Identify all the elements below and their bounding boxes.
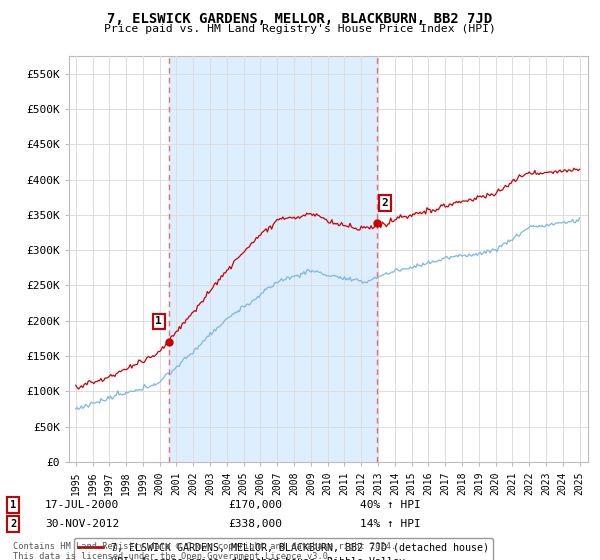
Text: 2: 2 [10, 519, 16, 529]
Text: 1: 1 [155, 316, 162, 326]
Text: Price paid vs. HM Land Registry's House Price Index (HPI): Price paid vs. HM Land Registry's House … [104, 24, 496, 34]
Legend: 7, ELSWICK GARDENS, MELLOR, BLACKBURN, BB2 7JD (detached house), HPI: Average pr: 7, ELSWICK GARDENS, MELLOR, BLACKBURN, B… [74, 538, 493, 560]
Text: 2: 2 [382, 198, 388, 208]
Text: 40% ↑ HPI: 40% ↑ HPI [360, 500, 421, 510]
Bar [169, 56, 377, 462]
Text: 1: 1 [10, 500, 16, 510]
Text: £338,000: £338,000 [228, 519, 282, 529]
Text: £170,000: £170,000 [228, 500, 282, 510]
Text: Contains HM Land Registry data © Crown copyright and database right 2024.
This d: Contains HM Land Registry data © Crown c… [13, 542, 397, 560]
Text: 7, ELSWICK GARDENS, MELLOR, BLACKBURN, BB2 7JD: 7, ELSWICK GARDENS, MELLOR, BLACKBURN, B… [107, 12, 493, 26]
Text: 14% ↑ HPI: 14% ↑ HPI [360, 519, 421, 529]
Text: 17-JUL-2000: 17-JUL-2000 [45, 500, 119, 510]
Text: 30-NOV-2012: 30-NOV-2012 [45, 519, 119, 529]
